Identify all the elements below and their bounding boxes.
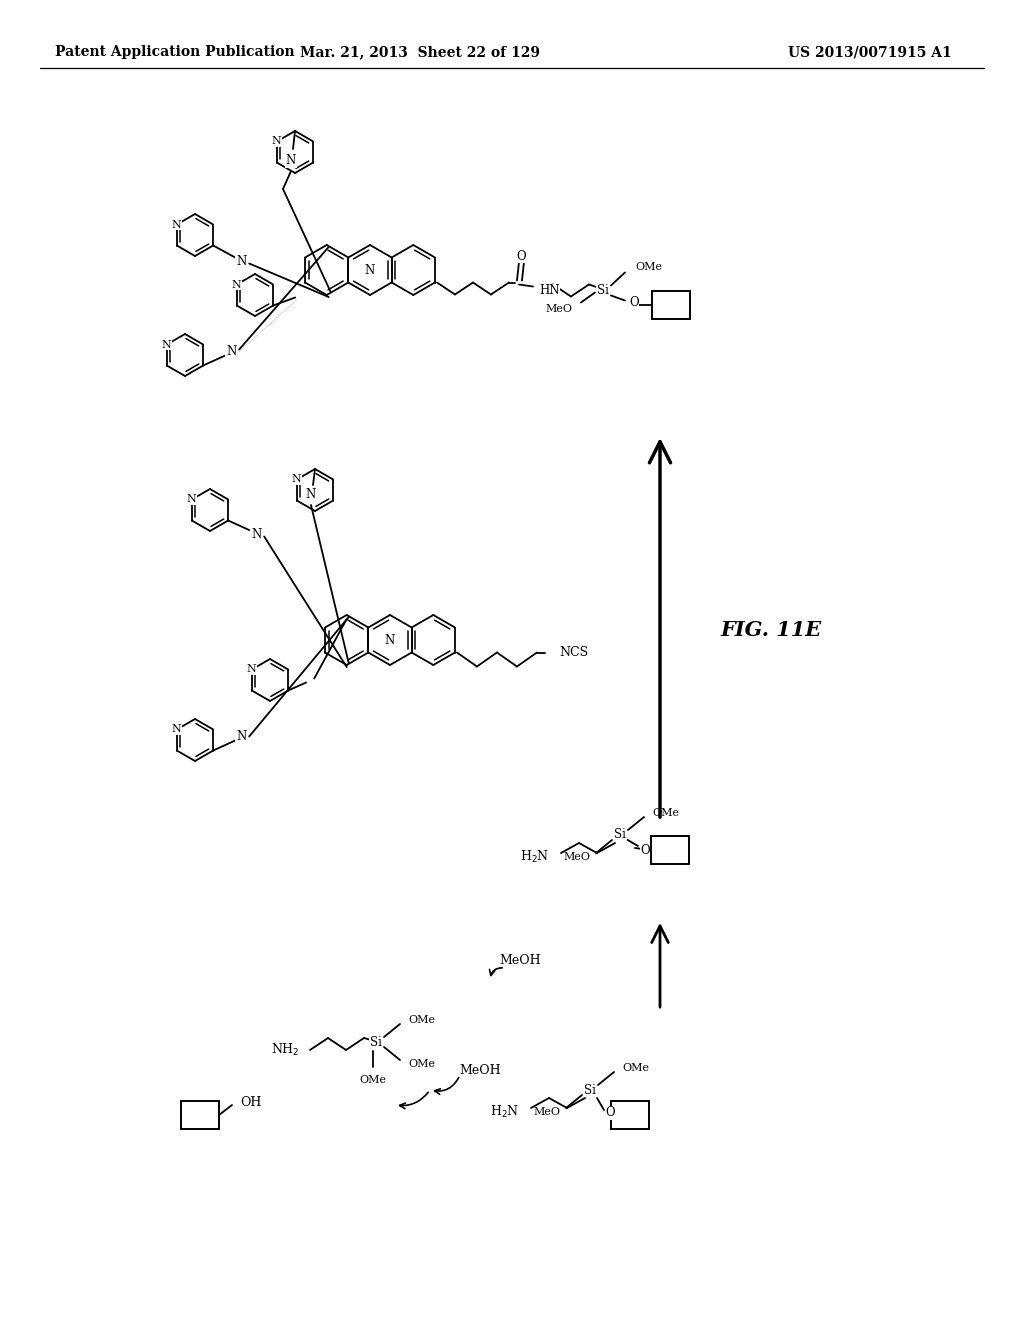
Text: HN: HN [539, 284, 559, 297]
Text: FIG. 11E: FIG. 11E [720, 620, 821, 640]
Text: N: N [251, 528, 261, 541]
Text: O: O [605, 1106, 614, 1119]
Text: N: N [187, 495, 197, 504]
Text: N: N [237, 255, 247, 268]
Text: OMe: OMe [408, 1059, 435, 1069]
Text: OMe: OMe [635, 261, 662, 272]
Text: Si: Si [597, 284, 609, 297]
Text: N: N [385, 634, 395, 647]
Text: N: N [172, 219, 181, 230]
Text: MeO: MeO [534, 1107, 560, 1117]
Text: OH: OH [240, 1096, 261, 1109]
Text: OMe: OMe [622, 1063, 649, 1073]
Text: US 2013/0071915 A1: US 2013/0071915 A1 [788, 45, 952, 59]
Bar [181, 1101, 219, 1129]
Bar [652, 290, 690, 318]
Text: N: N [272, 136, 282, 147]
Text: O: O [640, 843, 650, 857]
Text: MeOH: MeOH [499, 953, 541, 966]
Text: N: N [365, 264, 375, 276]
Text: N: N [286, 154, 296, 168]
Text: N: N [232, 280, 242, 289]
Text: MeO: MeO [563, 851, 590, 862]
Text: N: N [162, 339, 172, 350]
Text: N: N [237, 730, 247, 743]
Text: OMe: OMe [652, 808, 679, 818]
Text: H$_2$N: H$_2$N [489, 1104, 519, 1121]
Text: O: O [629, 296, 639, 309]
Text: N: N [226, 345, 237, 358]
Text: Mar. 21, 2013  Sheet 22 of 129: Mar. 21, 2013 Sheet 22 of 129 [300, 45, 540, 59]
Text: OMe: OMe [408, 1015, 435, 1026]
Text: N: N [292, 474, 302, 484]
Bar [651, 836, 689, 865]
Text: N: N [172, 725, 181, 734]
Text: MeO: MeO [546, 304, 573, 314]
Text: N: N [306, 488, 316, 502]
Bar [611, 1101, 649, 1129]
Text: MeOH: MeOH [459, 1064, 501, 1077]
Text: NCS: NCS [559, 645, 588, 659]
Text: N: N [247, 664, 257, 675]
Text: OMe: OMe [359, 1074, 386, 1085]
Text: H$_2$N: H$_2$N [519, 849, 549, 865]
Text: Si: Si [584, 1084, 596, 1097]
Text: O: O [516, 249, 525, 263]
Text: NH$_2$: NH$_2$ [271, 1041, 300, 1059]
Text: Si: Si [614, 829, 626, 842]
Text: Patent Application Publication: Patent Application Publication [55, 45, 295, 59]
Text: Si: Si [370, 1035, 382, 1048]
